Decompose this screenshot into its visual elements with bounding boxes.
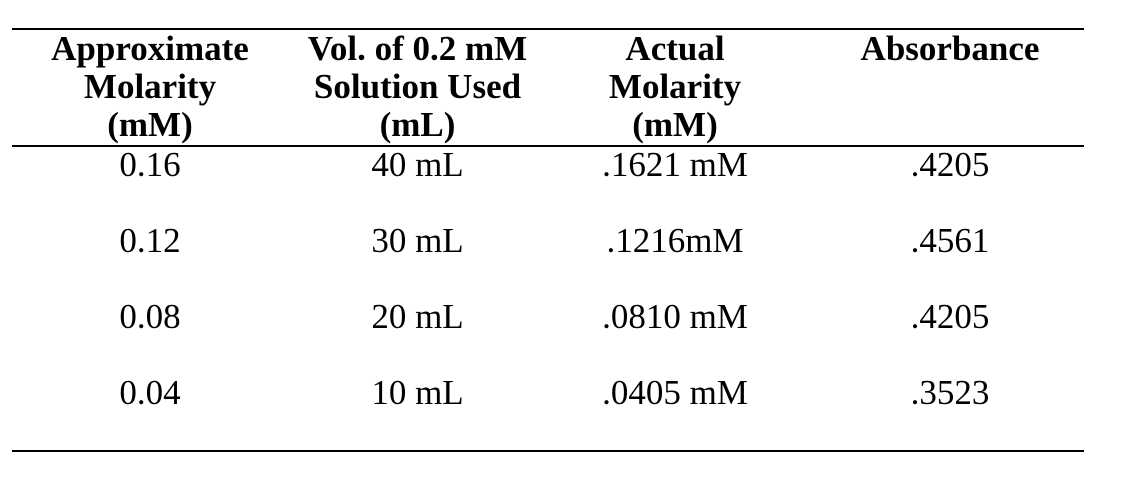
header-line: (mM) [632, 105, 718, 144]
table-cell: 0.16 [119, 145, 181, 184]
table-cell: .1621 mM [602, 145, 748, 184]
table-cell: 20 mL [371, 297, 464, 336]
table-cell: .0405 mM [602, 373, 748, 412]
table-cell: 0.12 [119, 221, 181, 260]
table-cell: 10 mL [371, 373, 464, 412]
table-cell: .4561 [910, 221, 990, 260]
table-cell: .3523 [910, 373, 990, 412]
table-cell: .4205 [910, 145, 990, 184]
table-cell: 0.08 [119, 297, 181, 336]
table-top-rule [12, 28, 1084, 30]
header-line: Actual [625, 29, 725, 68]
header-line: Molarity [83, 67, 217, 106]
table-cell: .4205 [910, 297, 990, 336]
header-line: (mM) [107, 105, 193, 144]
header-divider-rule [12, 145, 1084, 147]
header-line: (mL) [379, 105, 456, 144]
header-actual-molarity: Actual Molarity (mM) [565, 30, 785, 144]
header-volume-used: Vol. of 0.2 mM Solution Used (mL) [305, 30, 530, 144]
table-cell: .1216mM [606, 221, 744, 260]
header-line: Approximate [51, 29, 249, 68]
table-cell: 30 mL [371, 221, 464, 260]
header-approximate-molarity: Approximate Molarity (mM) [50, 30, 250, 144]
header-line: Absorbance [860, 29, 1040, 68]
table-cell: .0810 mM [602, 297, 748, 336]
header-line: Vol. of 0.2 mM [307, 29, 528, 68]
header-line: Molarity [608, 67, 742, 106]
header-absorbance: Absorbance [840, 30, 1060, 68]
table-cell: 40 mL [371, 145, 464, 184]
header-line: Solution Used [313, 67, 522, 106]
table-cell: 0.04 [119, 373, 181, 412]
table-bottom-rule [12, 450, 1084, 452]
